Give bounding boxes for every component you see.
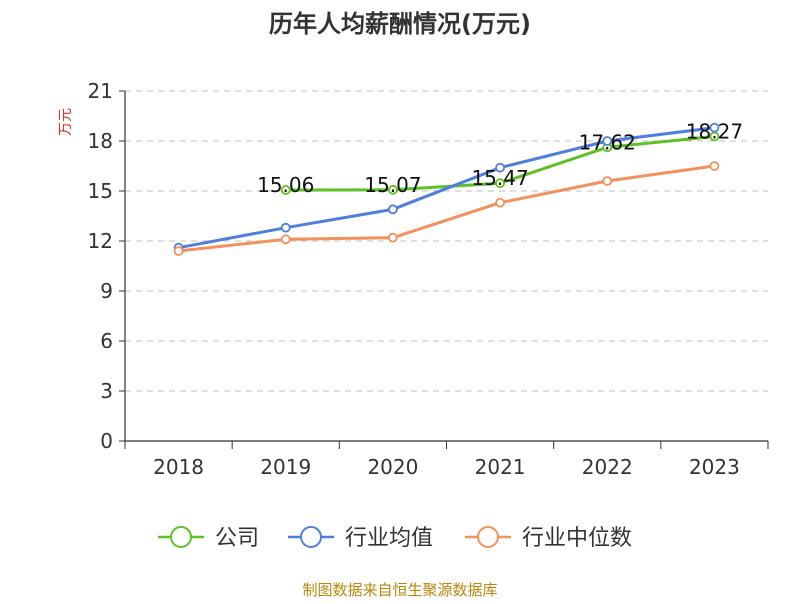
y-axis-label: 万元 xyxy=(58,108,74,136)
data-point[interactable] xyxy=(280,222,291,233)
x-tick-label: 2019 xyxy=(260,455,311,479)
y-tick-label: 15 xyxy=(88,179,113,203)
data-point[interactable] xyxy=(709,161,720,171)
series-line xyxy=(178,126,715,250)
data-point[interactable] xyxy=(280,185,291,195)
x-tick-label: 2022 xyxy=(582,455,633,479)
x-tick-label: 2023 xyxy=(689,455,740,479)
data-point[interactable] xyxy=(173,246,184,256)
legend: 公司 行业均值 行业中位数 xyxy=(158,526,632,551)
y-tick-label: 21 xyxy=(88,79,113,103)
y-tick-label: 6 xyxy=(100,329,113,353)
data-label: 18.27 xyxy=(686,120,743,144)
data-point[interactable] xyxy=(709,122,720,133)
data-point[interactable] xyxy=(388,232,398,243)
data-labels: 15.06 15.07 15.47 17.62 18.27 xyxy=(257,120,743,198)
data-label: 15.07 xyxy=(364,173,421,197)
data-point[interactable] xyxy=(495,178,505,189)
data-point[interactable] xyxy=(388,204,398,215)
legend-marker[interactable] xyxy=(170,526,192,548)
y-tick-label: 12 xyxy=(88,229,113,253)
y-tick-label: 9 xyxy=(100,279,113,303)
data-point[interactable] xyxy=(495,162,505,173)
chart-title: 历年人均薪酬情况(万元) xyxy=(269,10,531,38)
data-label: 17.62 xyxy=(579,130,636,154)
y-tick-label: 3 xyxy=(100,379,113,403)
y-tick-label: 0 xyxy=(100,429,113,453)
data-point[interactable] xyxy=(602,176,613,186)
series xyxy=(173,122,720,256)
data-point[interactable] xyxy=(602,136,613,146)
data-point[interactable] xyxy=(388,184,398,195)
data-point[interactable] xyxy=(280,234,291,245)
x-tick-label: 2020 xyxy=(367,455,418,479)
legend-label[interactable]: 行业中位数 xyxy=(522,526,632,551)
x-tick-label: 2021 xyxy=(475,455,526,479)
legend-label[interactable]: 公司 xyxy=(215,526,259,551)
data-label: 15.47 xyxy=(471,166,528,190)
y-tick-label: 18 xyxy=(88,129,113,153)
data-point[interactable] xyxy=(495,197,505,208)
axes: 0 3 6 9 12 15 18 21 2018 2019 2020 2021 2022 2023 xyxy=(88,79,769,479)
x-tick-label: 2018 xyxy=(153,455,204,479)
legend-label[interactable]: 行业均值 xyxy=(345,526,433,551)
legend-marker[interactable] xyxy=(477,526,499,548)
source-note: 制图数据来自恒生聚源数据库 xyxy=(302,581,497,599)
data-label: 15.06 xyxy=(257,173,314,197)
gridlines xyxy=(125,90,768,392)
legend-marker[interactable] xyxy=(300,526,322,548)
series-line xyxy=(178,164,715,253)
